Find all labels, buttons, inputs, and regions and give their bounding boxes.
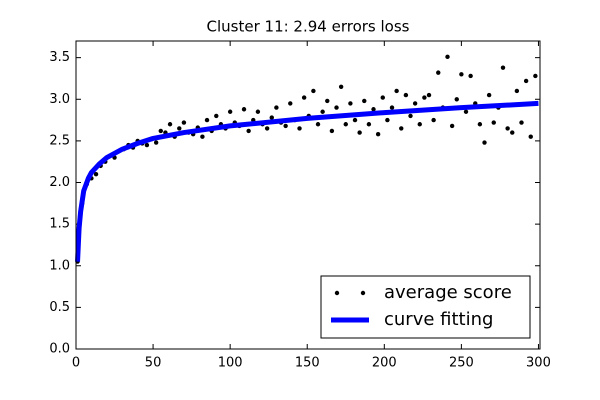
point: [394, 88, 399, 94]
point: [325, 98, 330, 104]
point: [505, 126, 510, 131]
point: [436, 70, 441, 75]
point: [449, 123, 455, 129]
point: [357, 130, 362, 135]
point: [301, 95, 307, 100]
x-tick-label: 300: [526, 356, 551, 371]
point: [417, 122, 422, 127]
point: [227, 109, 233, 114]
point: [523, 78, 529, 84]
legend-marker: [334, 290, 340, 296]
y-tick-label: 2.0: [49, 175, 70, 190]
x-tick-label: 0: [72, 356, 80, 371]
x-tick-label: 200: [372, 356, 397, 371]
point: [408, 113, 413, 119]
point: [519, 120, 524, 125]
y-tick-label: 1.5: [49, 217, 70, 232]
point: [297, 126, 302, 131]
point: [362, 98, 367, 104]
point: [246, 128, 251, 134]
x-tick-label: 50: [145, 356, 162, 371]
point: [255, 109, 261, 114]
x-tick-label: 100: [218, 356, 243, 371]
point: [269, 115, 274, 120]
point: [422, 95, 427, 100]
point: [375, 132, 381, 137]
point: [200, 134, 205, 139]
point: [264, 126, 270, 131]
y-tick-label: 0.0: [49, 342, 70, 357]
point: [399, 126, 404, 131]
point: [380, 95, 385, 100]
point: [158, 128, 163, 134]
point: [181, 120, 187, 125]
point: [241, 107, 247, 112]
x-tick-label: 250: [449, 356, 474, 371]
point: [445, 54, 450, 60]
legend-label: curve fitting: [384, 309, 493, 330]
point: [403, 92, 409, 98]
point: [463, 109, 469, 114]
point: [329, 128, 335, 134]
point: [454, 97, 459, 102]
point: [283, 123, 288, 129]
point: [352, 117, 358, 123]
x-tick-label: 150: [295, 356, 320, 371]
point: [311, 88, 316, 94]
point: [477, 122, 483, 127]
point: [167, 122, 173, 127]
point: [371, 107, 376, 112]
point: [153, 140, 159, 145]
point: [366, 122, 372, 127]
point: [468, 73, 473, 79]
point: [486, 92, 492, 98]
curve: [75, 100, 539, 262]
point: [338, 84, 344, 89]
point: [385, 117, 390, 123]
point: [334, 105, 339, 110]
point: [214, 113, 219, 119]
point: [288, 101, 293, 106]
point: [144, 142, 150, 148]
y-tick-label: 3.5: [49, 50, 70, 65]
point: [528, 134, 533, 139]
point: [510, 130, 515, 135]
point: [459, 72, 464, 77]
point: [426, 92, 432, 98]
point: [320, 109, 325, 114]
point: [274, 105, 279, 110]
y-tick-label: 3.0: [49, 92, 70, 107]
chart-title: Cluster 11: 2.94 errors loss: [207, 18, 410, 36]
y-tick-label: 1.0: [49, 258, 70, 273]
point: [177, 126, 182, 131]
plot-frame: [75, 40, 541, 350]
point: [533, 73, 538, 79]
point: [514, 88, 520, 94]
legend-box: [320, 275, 531, 339]
y-tick-label: 2.5: [49, 133, 70, 148]
point: [93, 171, 99, 177]
point: [348, 101, 353, 106]
point: [412, 101, 418, 106]
point: [482, 140, 487, 145]
point: [204, 117, 210, 123]
point: [343, 122, 348, 127]
legend-marker: [360, 290, 366, 296]
point: [315, 122, 321, 127]
point: [491, 120, 496, 125]
point: [431, 117, 436, 123]
y-tick-label: 0.5: [49, 300, 70, 315]
legend-label: average score: [384, 282, 512, 303]
point: [500, 65, 506, 70]
point: [389, 105, 395, 110]
